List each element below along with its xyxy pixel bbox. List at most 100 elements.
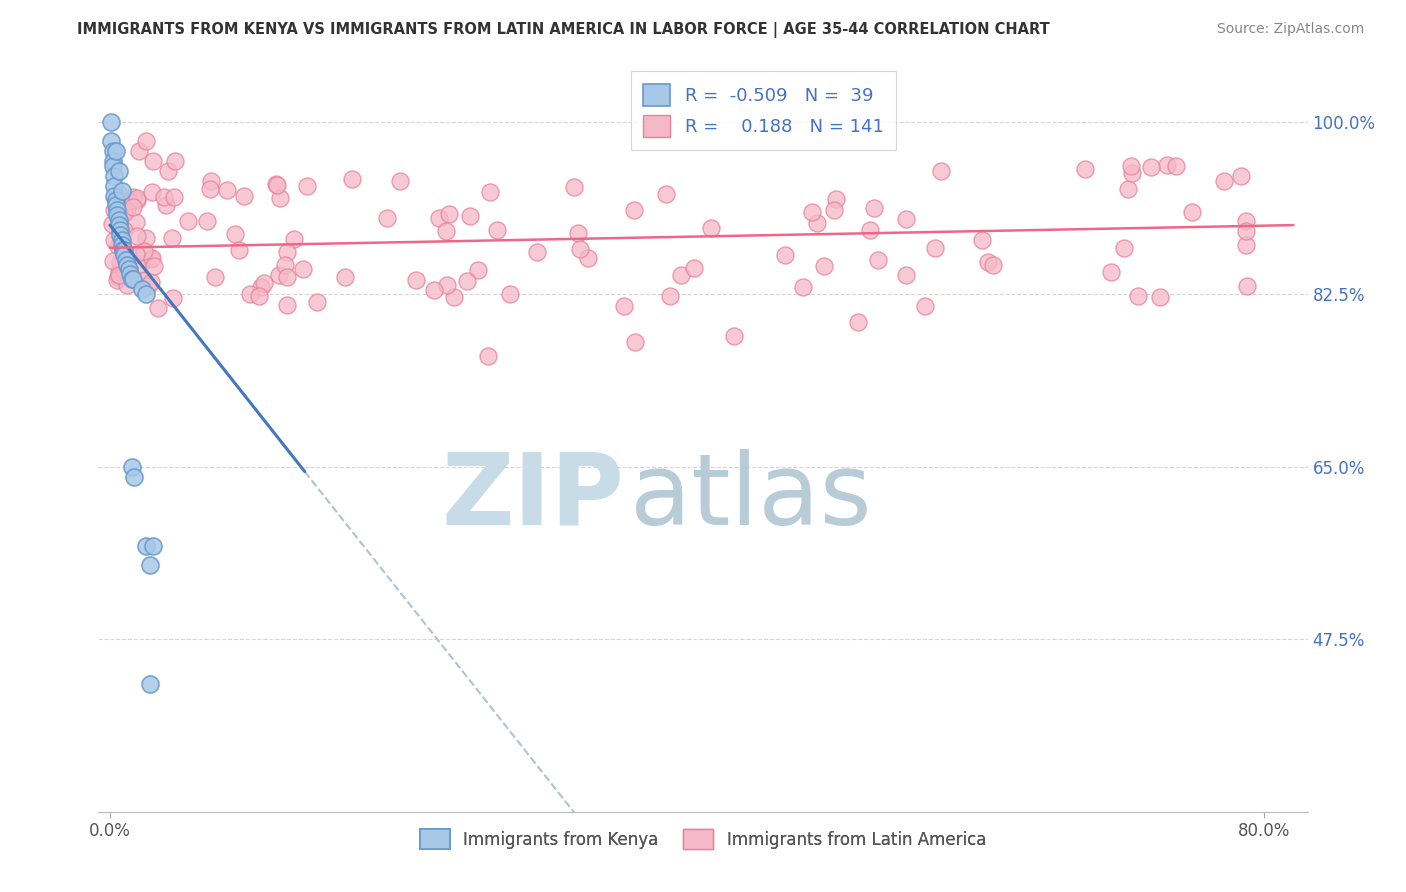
Point [160, 231, 183, 245]
Point [156, 164, 179, 178]
Point [163, 154, 186, 169]
Point [567, 227, 589, 241]
Point [1121, 166, 1143, 180]
Point [125, 247, 148, 261]
Point [333, 269, 356, 284]
Point [108, 255, 131, 269]
Point [813, 259, 835, 273]
Point [104, 144, 127, 158]
Point [142, 154, 165, 169]
Point [107, 270, 129, 285]
Point [792, 280, 814, 294]
Point [266, 178, 288, 193]
Point [1149, 290, 1171, 304]
Point [846, 315, 869, 329]
Point [478, 185, 501, 199]
Point [623, 334, 645, 349]
Point [122, 189, 145, 203]
Point [437, 207, 460, 221]
Point [107, 213, 129, 227]
Point [125, 228, 148, 243]
Text: IMMIGRANTS FROM KENYA VS IMMIGRANTS FROM LATIN AMERICA IN LABOR FORCE | AGE 35-4: IMMIGRANTS FROM KENYA VS IMMIGRANTS FROM… [77, 22, 1050, 38]
Point [200, 173, 222, 187]
Point [700, 220, 723, 235]
Point [894, 212, 917, 227]
Point [388, 173, 411, 187]
Point [562, 179, 585, 194]
Point [121, 272, 143, 286]
Point [135, 231, 157, 245]
Point [105, 208, 128, 222]
Point [305, 295, 328, 310]
Point [128, 144, 150, 158]
Point [162, 291, 184, 305]
Point [894, 268, 917, 282]
Point [107, 218, 129, 232]
Point [239, 286, 262, 301]
Point [276, 297, 298, 311]
Point [1121, 159, 1143, 173]
Point [485, 223, 508, 237]
Point [110, 228, 132, 243]
Point [124, 469, 146, 483]
Point [103, 203, 125, 218]
Point [655, 187, 678, 202]
Point [141, 252, 163, 267]
Point [139, 275, 162, 289]
Point [122, 201, 145, 215]
Point [295, 178, 318, 193]
Point [458, 210, 481, 224]
Point [868, 253, 890, 268]
Point [131, 272, 153, 286]
Point [111, 243, 134, 257]
Point [204, 270, 226, 285]
Point [125, 191, 148, 205]
Point [115, 202, 138, 217]
Point [1140, 161, 1163, 175]
Point [101, 154, 124, 169]
Point [977, 255, 1000, 269]
Point [824, 192, 846, 206]
Point [1156, 158, 1178, 172]
Point [863, 202, 886, 216]
Point [276, 245, 298, 260]
Point [924, 241, 946, 255]
Point [111, 243, 134, 257]
Point [112, 223, 135, 237]
Point [142, 539, 165, 553]
Point [117, 258, 139, 272]
Point [101, 159, 124, 173]
Point [112, 243, 135, 257]
Point [103, 254, 125, 268]
Point [1099, 265, 1122, 279]
Point [264, 177, 287, 191]
Point [122, 272, 145, 286]
Point [110, 184, 132, 198]
Point [1074, 162, 1097, 177]
Point [613, 299, 636, 313]
Point [467, 263, 489, 277]
Point [112, 263, 135, 277]
Point [112, 206, 135, 220]
Point [103, 188, 125, 202]
Point [659, 289, 682, 303]
Point [108, 264, 131, 278]
Point [683, 261, 706, 276]
Point [1116, 182, 1139, 196]
Point [217, 183, 239, 197]
Point [121, 459, 143, 474]
Point [1234, 237, 1257, 252]
Point [176, 214, 198, 228]
Point [981, 259, 1004, 273]
Point [118, 194, 141, 208]
Point [108, 223, 131, 237]
Point [153, 190, 176, 204]
Point [108, 227, 131, 242]
Text: ZIP: ZIP [441, 449, 624, 546]
Point [110, 233, 132, 247]
Point [1212, 174, 1234, 188]
Point [276, 270, 298, 285]
Point [1164, 159, 1187, 173]
Point [1180, 205, 1202, 219]
Point [801, 205, 824, 219]
